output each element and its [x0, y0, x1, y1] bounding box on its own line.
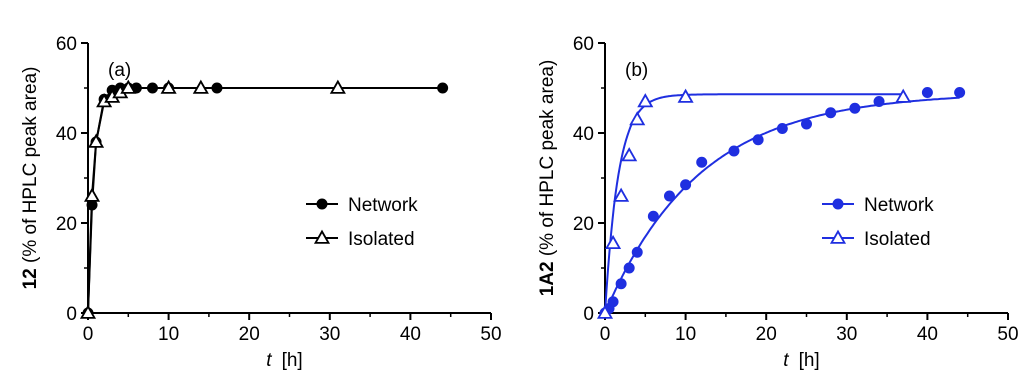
data-point-isolated [120, 79, 137, 94]
data-point-network [752, 134, 764, 146]
data-point-network [921, 87, 933, 98]
y-axis-title-text: (% of HPLC peak area) [20, 67, 41, 269]
data-point-isolated [160, 79, 177, 94]
data-point-network [607, 296, 619, 308]
y-tick-label: 20 [573, 214, 594, 235]
x-axis-title: t [h] [266, 350, 302, 371]
data-point-isolated [83, 187, 101, 202]
data-point-network [631, 246, 643, 258]
data-point-network [728, 145, 740, 157]
y-tick-label: 40 [573, 124, 594, 145]
series-line-isolated [604, 93, 904, 314]
data-point-network [801, 118, 812, 130]
panel-label: (a) [108, 60, 131, 81]
data-point-isolated [596, 304, 614, 319]
x-tick-label: 50 [480, 324, 501, 345]
x-axis-title-unit: [h] [282, 350, 303, 371]
legend-label-network: Network [348, 195, 418, 216]
data-point-network [647, 210, 659, 222]
data-point-isolated [605, 234, 622, 250]
legend-marker-isolated [313, 229, 331, 244]
x-tick-label: 0 [83, 324, 94, 345]
y-tick-label: 40 [56, 124, 77, 145]
y-tick-label: 0 [583, 304, 594, 325]
x-tick-label: 0 [600, 324, 611, 345]
data-point-network [873, 96, 885, 107]
data-point-isolated [637, 93, 654, 108]
data-point-network [849, 102, 861, 114]
data-point-network [623, 262, 635, 274]
data-point-network [663, 190, 675, 202]
x-axis-title-unit: [h] [799, 350, 820, 371]
data-point-network [954, 87, 966, 98]
data-point-isolated [88, 133, 105, 148]
x-tick-label: 50 [997, 324, 1018, 345]
x-tick-label: 30 [319, 324, 340, 345]
y-tick-label: 60 [56, 34, 77, 55]
series-line-isolated [87, 87, 338, 314]
y-axis-title-text: (% of HPLC peak area) [537, 60, 558, 262]
data-point-network [437, 82, 449, 94]
y-tick-label: 20 [56, 214, 77, 235]
x-axis-title-var: t [783, 350, 789, 371]
data-point-isolated [329, 79, 346, 94]
x-tick-label: 20 [239, 324, 260, 345]
y-tick-label: 60 [573, 34, 594, 55]
legend-label-network: Network [864, 195, 934, 216]
data-point-isolated [677, 88, 694, 103]
data-point-network [146, 82, 158, 94]
chart-panel-a: 0 10 20 30 40 50 0 20 40 60 t [h] 12 (% of HPLC peak… [20, 34, 502, 371]
x-tick-label: 20 [756, 324, 777, 345]
data-point-network [825, 107, 837, 119]
data-point-isolated [79, 304, 97, 319]
data-point-network [211, 82, 223, 94]
y-axis-title: 12 (% of HPLC peak area) [20, 67, 41, 290]
data-point-isolated [613, 187, 630, 202]
x-tick-label: 30 [836, 324, 857, 345]
x-tick-label: 10 [675, 324, 696, 345]
data-point-network [776, 123, 788, 134]
chart-panel-b: 0 10 20 30 40 50 0 20 40 60 t [h] 1A2 (% of HPLC pea… [537, 34, 1019, 371]
y-tick-label: 0 [66, 304, 77, 325]
data-point-isolated [621, 147, 638, 162]
panel-label: (b) [625, 60, 648, 81]
legend-label-isolated: Isolated [348, 229, 415, 250]
y-axis-title-compound: 1A2 [537, 261, 558, 296]
data-point-isolated [192, 79, 209, 94]
data-point-network [615, 278, 627, 290]
data-point-network [680, 179, 692, 191]
legend-marker-network [832, 198, 844, 210]
legend-marker-network [316, 198, 328, 210]
data-point-isolated [629, 111, 646, 126]
y-axis-title-compound: 12 [20, 268, 41, 289]
x-tick-label: 40 [917, 324, 938, 345]
data-point-network [696, 156, 708, 168]
y-axis-title: 1A2 (% of HPLC peak area) [537, 60, 558, 297]
legend-label-isolated: Isolated [864, 229, 931, 250]
x-axis-title-var: t [266, 350, 272, 371]
x-axis-title: t [h] [783, 350, 819, 371]
x-tick-label: 40 [400, 324, 421, 345]
data-point-isolated [895, 88, 912, 103]
x-tick-label: 10 [158, 324, 179, 345]
legend-marker-isolated [829, 229, 847, 244]
